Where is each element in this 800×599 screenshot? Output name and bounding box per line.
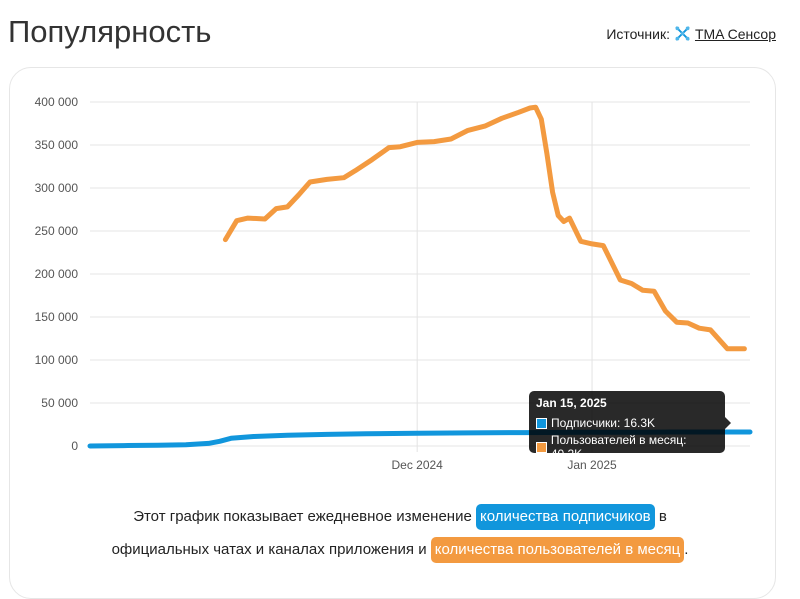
source-link[interactable]: TMA Сенсор [694,25,776,42]
tooltip-date: Jan 15, 2025 [536,396,607,410]
source-label: Источник: [606,25,670,42]
y-tick-label: 350 000 [35,138,79,152]
tooltip-arrow [725,417,731,429]
chart-tooltip: Jan 15, 2025 Подписчики: 16.3K Пользоват… [529,391,731,461]
y-tick-label: 50 000 [41,396,78,410]
x-axis-ticks: Dec 2024 Jan 2025 [391,458,617,472]
tooltip-monthly-users-value: Пользователей в месяц: 40.2K [550,433,687,461]
y-tick-label: 100 000 [35,353,79,367]
subscribers-pill: количества подписчиков [475,504,655,530]
source-attribution: Источник: TMA Сенсор [606,25,776,42]
tooltip-row-monthly-users: Пользователей в месяц: 40.2K [536,433,718,461]
monthly-users-pill: количества пользователей в месяц [430,537,685,563]
x-tick-label: Jan 2025 [567,458,617,472]
tooltip-subscribers-value: Подписчики: 16.3K [551,416,656,430]
y-tick-label: 250 000 [35,224,79,238]
monthly-users-swatch [536,441,547,453]
page-title: Популярность [8,14,212,49]
y-tick-label: 200 000 [35,267,79,281]
monthly-users-line [222,104,747,352]
subscribers-swatch [536,417,547,429]
x-tick-label: Dec 2024 [391,458,443,472]
y-tick-label: 0 [71,439,78,453]
chart-description: Этот график показывает ежедневное измене… [0,500,800,566]
desc-text-3: официальных чатах и каналах приложения и [111,541,427,558]
y-tick-label: 300 000 [35,181,79,195]
desc-text-4: . [684,541,689,558]
desc-text-1: Этот график показывает ежедневное измене… [133,508,472,525]
y-tick-label: 400 000 [35,95,79,109]
sensor-logo-icon [675,26,690,41]
y-axis-ticks: 0 50 000 100 000 150 000 200 000 250 000 300 0… [35,95,79,453]
tooltip-row-subscribers: Подписчики: 16.3K [536,416,718,430]
desc-text-2: в [658,508,667,525]
y-tick-label: 150 000 [35,310,79,324]
